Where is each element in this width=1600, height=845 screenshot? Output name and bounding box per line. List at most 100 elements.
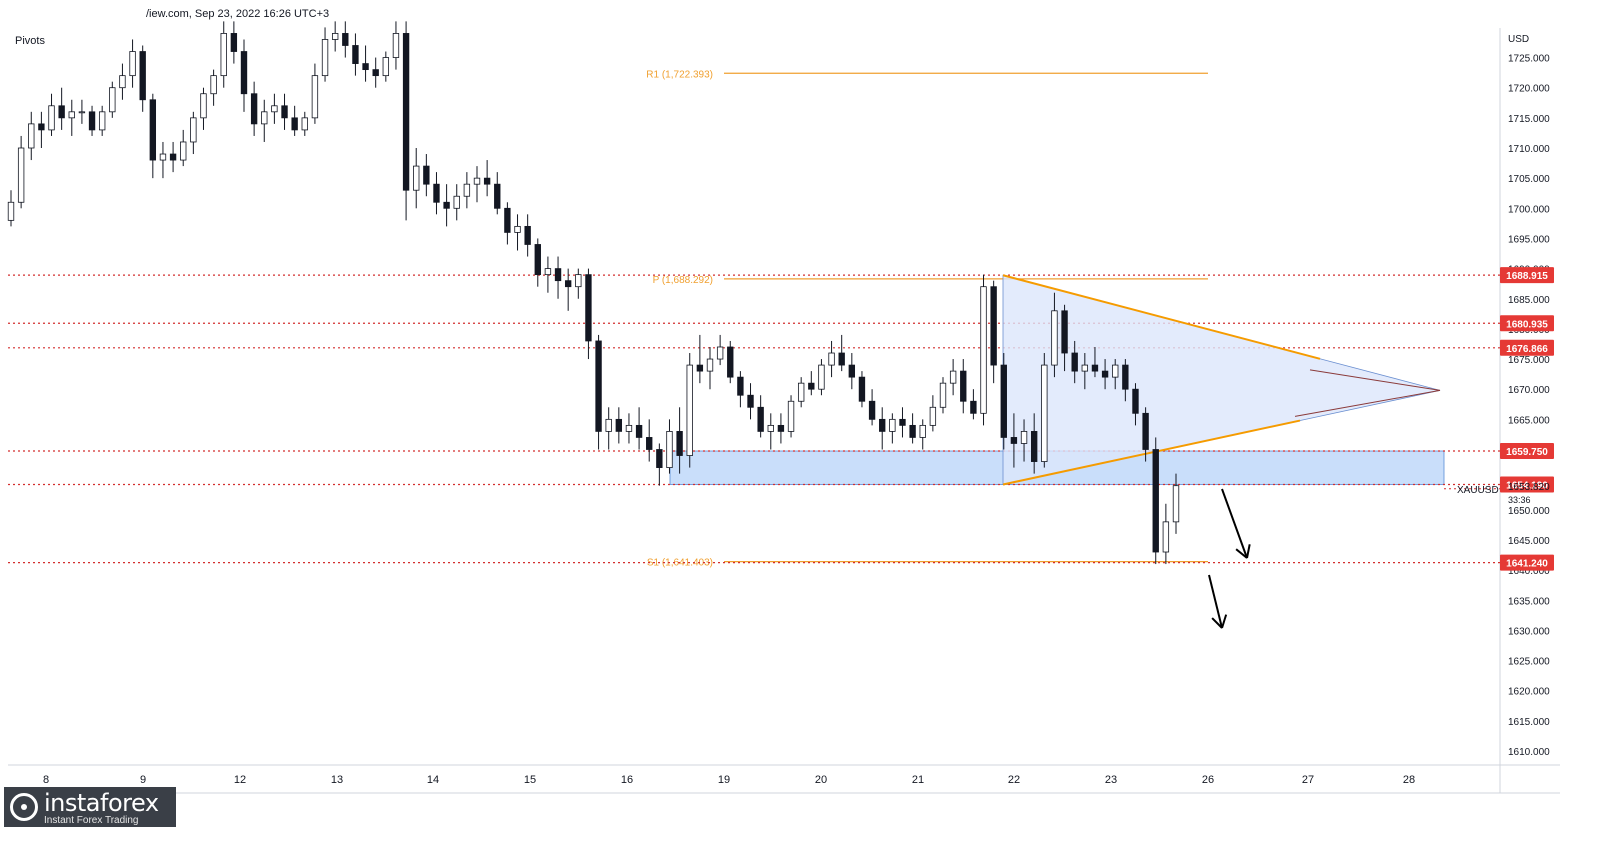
candle: [544, 256, 552, 293]
candle: [38, 111, 45, 148]
candle: [129, 39, 136, 88]
candle: [524, 214, 531, 257]
candle: [392, 21, 400, 70]
candle: [706, 346, 714, 390]
candle: [585, 268, 592, 360]
candle-body: [261, 111, 268, 125]
candle-body: [889, 418, 896, 432]
pivot-label: R1 (1,722.393): [646, 69, 713, 80]
candle-body: [747, 394, 754, 408]
candle-body: [676, 431, 683, 456]
candle-body: [220, 33, 227, 77]
y-tick-label: 1670.000: [1508, 385, 1550, 396]
logo-name: instaforex: [44, 789, 159, 817]
candle-body: [564, 280, 572, 288]
candle: [797, 377, 805, 408]
y-tick-label: 1685.000: [1508, 295, 1550, 306]
candle: [1172, 473, 1180, 534]
candle: [271, 93, 278, 124]
candle: [858, 371, 866, 408]
candle-body: [1071, 352, 1078, 372]
candle-body: [433, 183, 440, 203]
candle: [564, 268, 572, 311]
candle-body: [858, 376, 866, 402]
x-tick-label: 27: [1302, 774, 1314, 786]
candle: [848, 353, 856, 390]
price-badges: 1688.915 1680.935 1676.866 1659.750 1654.190…: [1444, 267, 1554, 571]
candle: [716, 334, 724, 366]
candle: [402, 21, 410, 221]
candle-body: [392, 33, 400, 58]
triangle-upper-edge: [1002, 274, 1321, 360]
candle: [372, 57, 379, 88]
candle-body: [1172, 485, 1180, 523]
candle-body: [808, 382, 815, 390]
candle-body: [1152, 449, 1159, 553]
candle-body: [595, 340, 602, 432]
candle-body: [473, 177, 481, 185]
candle-body: [119, 75, 126, 89]
candle-body: [504, 207, 511, 233]
x-tick-label: 13: [331, 774, 343, 786]
y-tick-label: 1610.000: [1508, 747, 1550, 758]
candle-body: [818, 364, 825, 390]
indicator-label[interactable]: Pivots: [15, 35, 45, 47]
candle: [169, 141, 177, 173]
candle: [575, 268, 582, 299]
candle: [949, 359, 957, 396]
candle-body: [1122, 364, 1129, 390]
candle-body: [190, 117, 197, 143]
arrow-shaft: [1221, 488, 1248, 559]
candle: [1030, 413, 1038, 474]
candle: [311, 63, 319, 124]
y-tick-label: 1710.000: [1508, 144, 1550, 155]
x-tick-label: 15: [524, 774, 536, 786]
instaforex-mark-icon: [10, 793, 38, 821]
candle-body: [990, 286, 997, 366]
candle: [352, 33, 359, 76]
x-tick-label: 8: [43, 774, 49, 786]
candle-body: [838, 352, 845, 366]
candle: [413, 148, 420, 209]
candle-body: [321, 39, 329, 77]
candle: [58, 87, 65, 130]
candle-body: [180, 141, 187, 161]
y-tick-label: 1695.000: [1508, 234, 1550, 245]
candle: [980, 274, 987, 426]
candle: [808, 371, 815, 396]
candle-body: [868, 400, 876, 420]
candle: [139, 45, 146, 112]
candle: [1091, 346, 1099, 378]
candle-body: [706, 358, 714, 372]
y-tick-label: 1705.000: [1508, 174, 1550, 185]
candle-body: [615, 418, 623, 432]
y-tick-label: 1645.000: [1508, 536, 1550, 547]
candle-body: [919, 424, 926, 438]
candle-body: [960, 370, 967, 402]
candle-body: [139, 51, 146, 101]
y-tick-label: 1650.000: [1508, 506, 1550, 517]
candle-body: [1101, 370, 1109, 378]
candle: [433, 172, 440, 215]
candle: [321, 27, 329, 82]
candle: [190, 111, 197, 155]
candle: [605, 407, 612, 450]
candle: [868, 389, 876, 426]
candle: [747, 383, 754, 420]
triangle-pattern: [1002, 274, 1441, 486]
candle: [230, 21, 238, 64]
dotted-levels: [8, 274, 1500, 564]
symbol-label: XAUUSD: [1457, 485, 1499, 496]
candle-body: [271, 105, 278, 113]
candle: [595, 334, 602, 450]
candle-body: [656, 449, 663, 468]
price-badge-text: 1659.750: [1506, 447, 1548, 458]
price-badge: 1641.240: [1500, 554, 1554, 571]
candle: [514, 214, 521, 251]
candle-body: [463, 183, 471, 197]
candle-body: [28, 123, 35, 149]
candle-body: [1061, 310, 1068, 354]
candle: [210, 69, 217, 106]
candle: [686, 353, 693, 468]
